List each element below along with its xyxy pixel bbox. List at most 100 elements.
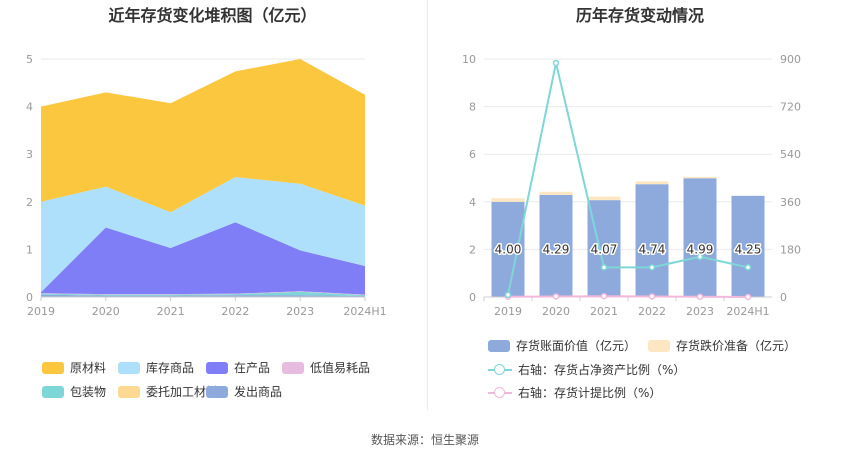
legend-label: 存货账面价值（亿元） (516, 339, 637, 353)
bar-value-label-halo: 4.99 (687, 242, 714, 256)
bar-value-label: 4.07 (591, 242, 618, 256)
x-tick-label: 2022 (638, 305, 666, 318)
y-tick-label: 5 (26, 53, 33, 66)
legend-item-raw-material[interactable]: 原材料 (42, 359, 106, 376)
y-right-tick-label: 0 (780, 291, 787, 304)
legend-swatch (488, 339, 510, 352)
point-net-asset-ratio (600, 264, 608, 271)
bar-book-value (491, 201, 525, 297)
y-left-tick-label: 2 (469, 243, 476, 256)
point-provision-ratio (648, 293, 656, 300)
legend-label: 原材料 (70, 361, 107, 375)
y-tick-label: 3 (26, 148, 33, 161)
legend-label: 包装物 (70, 385, 107, 399)
legend-item-finished-goods[interactable]: 库存商品 (118, 359, 194, 376)
x-tick-label: 2021 (590, 305, 618, 318)
legend-label: 低值易耗品 (310, 361, 371, 375)
point-net-asset-ratio (696, 253, 704, 261)
area-包装物 (41, 291, 365, 297)
point-provision-ratio (552, 293, 560, 300)
y-right-tick-label: 720 (780, 101, 801, 114)
line-provision-ratio (507, 295, 749, 298)
legend-item-book-value[interactable]: 存货账面价值（亿元） (488, 337, 636, 354)
bar-value-label: 4.00 (495, 242, 522, 256)
bar-book-value (635, 184, 669, 297)
left-chart-title: 近年存货变化堆积图（亿元） (108, 6, 317, 25)
bar-impairment (539, 191, 573, 195)
y-left-tick-label: 8 (469, 101, 476, 114)
bar-value-label: 4.74 (639, 242, 666, 256)
legend-item-provision-ratio[interactable]: 右轴：存货计提比例（%） (488, 384, 661, 401)
y-left-tick-label: 10 (462, 53, 476, 66)
legend-item-goods-shipped[interactable]: 发出商品 (206, 383, 282, 400)
legend-swatch (282, 361, 304, 374)
legend-item-consigned-materials[interactable]: 委托加工材料 (118, 383, 218, 400)
area-发出商品 (41, 294, 365, 297)
legend-swatch (118, 361, 140, 374)
bar-value-label-halo: 4.29 (543, 242, 570, 256)
x-tick-label: 2024H1 (726, 305, 769, 318)
y-right-tick-label: 900 (780, 53, 801, 66)
right-legend: 存货账面价值（亿元） 存货跌价准备（亿元） 右轴：存货占净资产比例（%） 右轴：… (430, 0, 850, 410)
x-tick-label: 2021 (157, 305, 185, 318)
bar-book-value (683, 178, 717, 297)
right-chart-panel: 历年存货变动情况 0 2 4 6 8 10 0 180 360 540 720 900 2019 2020… (430, 0, 850, 410)
point-net-asset-ratio (504, 291, 512, 299)
point-provision-ratio (600, 292, 608, 300)
panel-divider (427, 0, 428, 410)
bar-value-label: 4.99 (687, 242, 714, 256)
bar-value-label-halo: 4.07 (591, 242, 618, 256)
bar-book-value (539, 194, 573, 297)
legend-item-wip[interactable]: 在产品 (206, 359, 270, 376)
y-right-tick-label: 180 (780, 243, 801, 256)
point-net-asset-ratio (648, 264, 656, 271)
left-legend: 原材料 库存商品 在产品 低值易耗品 包装物 委托加工材料 发出商品 (0, 0, 425, 410)
y-left-tick-label: 0 (469, 291, 476, 304)
legend-label: 存货跌价准备（亿元） (676, 339, 797, 353)
x-tick-label: 2019 (494, 305, 522, 318)
legend-label: 库存商品 (146, 361, 195, 375)
legend-item-packaging[interactable]: 包装物 (42, 383, 106, 400)
legend-label: 发出商品 (234, 385, 283, 399)
legend-line-marker (488, 386, 512, 399)
legend-swatch (648, 339, 670, 352)
legend-label: 右轴：存货计提比例（%） (518, 386, 662, 400)
bar-value-label: 4.25 (735, 242, 762, 256)
bar-impairment (587, 196, 621, 201)
x-tick-label: 2020 (92, 305, 120, 318)
y-left-tick-label: 6 (469, 148, 476, 161)
bar-value-label: 4.29 (543, 242, 570, 256)
bar-impairment (491, 198, 525, 202)
legend-swatch (206, 385, 228, 398)
bar-impairment (635, 181, 669, 185)
bar-impairment (683, 176, 717, 179)
x-tick-label: 2019 (27, 305, 55, 318)
y-right-tick-label: 540 (780, 148, 801, 161)
point-net-asset-ratio (744, 264, 752, 271)
y-right-tick-label: 360 (780, 196, 801, 209)
line-net-asset-ratio (507, 62, 749, 296)
bar-value-label-halo: 4.00 (495, 242, 522, 256)
legend-line-marker (488, 363, 512, 376)
x-tick-label: 2023 (686, 305, 714, 318)
legend-item-impairment[interactable]: 存货跌价准备（亿元） (648, 337, 796, 354)
point-net-asset-ratio (552, 59, 560, 67)
data-source: 数据来源：恒生聚源 (370, 433, 479, 447)
area-库存商品 (41, 177, 365, 293)
y-tick-label: 4 (26, 101, 33, 114)
bar-line-combo-chart: 0 2 4 6 8 10 0 180 360 540 720 900 2019 2020 2021 2022 2… (462, 53, 801, 318)
area-原材料 (41, 59, 365, 213)
legend-item-net-asset-ratio[interactable]: 右轴：存货占净资产比例（%） (488, 361, 685, 378)
bar-value-label-halo: 4.25 (735, 242, 762, 256)
right-chart-title: 历年存货变动情况 (575, 6, 704, 25)
left-chart-panel: 近年存货变化堆积图（亿元） 0 1 2 3 4 5 2019 2020 2021 2022 2023… (0, 0, 425, 410)
bar-book-value (731, 195, 765, 297)
x-tick-label: 2020 (542, 305, 570, 318)
legend-item-consumables[interactable]: 低值易耗品 (282, 359, 370, 376)
legend-label: 右轴：存货占净资产比例（%） (518, 363, 686, 377)
point-provision-ratio (696, 293, 704, 300)
point-provision-ratio (744, 293, 752, 301)
y-tick-label: 1 (26, 243, 33, 256)
legend-swatch (42, 385, 64, 398)
stacked-area-chart: 0 1 2 3 4 5 2019 2020 2021 2022 2023 2024H1 (26, 53, 387, 318)
